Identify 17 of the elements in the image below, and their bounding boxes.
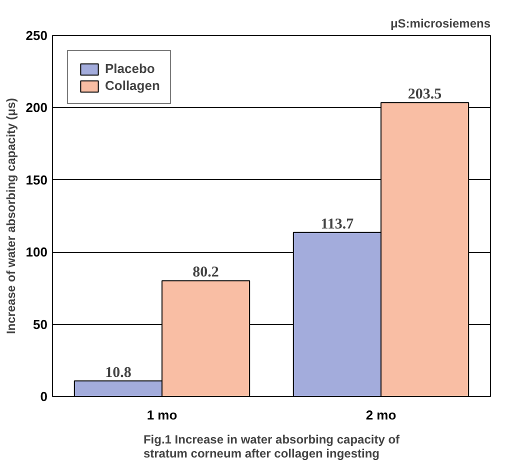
legend-label: Collagen xyxy=(105,78,160,93)
y-tick-label: 150 xyxy=(26,172,48,188)
y-tick-label: 100 xyxy=(26,244,48,260)
data-label: 10.8 xyxy=(105,364,132,381)
y-tick-label: 200 xyxy=(26,100,48,116)
y-tick-label: 250 xyxy=(26,28,48,43)
y-axis-title: Increase of water absorbing capacity (μs) xyxy=(4,98,18,334)
x-tick-label: 2 mo xyxy=(366,408,396,422)
y-tick-label: 50 xyxy=(33,316,48,332)
y-tick-label: 0 xyxy=(40,389,48,404)
text: μS:microsiemens xyxy=(390,16,491,30)
data-label: 203.5 xyxy=(408,86,442,103)
caption: Fig.1 Increase in water absorbing capacity of stratum corneum after collagen ingesting xyxy=(143,432,401,460)
data-label: 80.2 xyxy=(192,264,219,281)
legend-label: Placebo xyxy=(105,61,155,76)
data-label: 113.7 xyxy=(320,216,354,232)
x-tick-label: 1 mo xyxy=(146,408,178,422)
